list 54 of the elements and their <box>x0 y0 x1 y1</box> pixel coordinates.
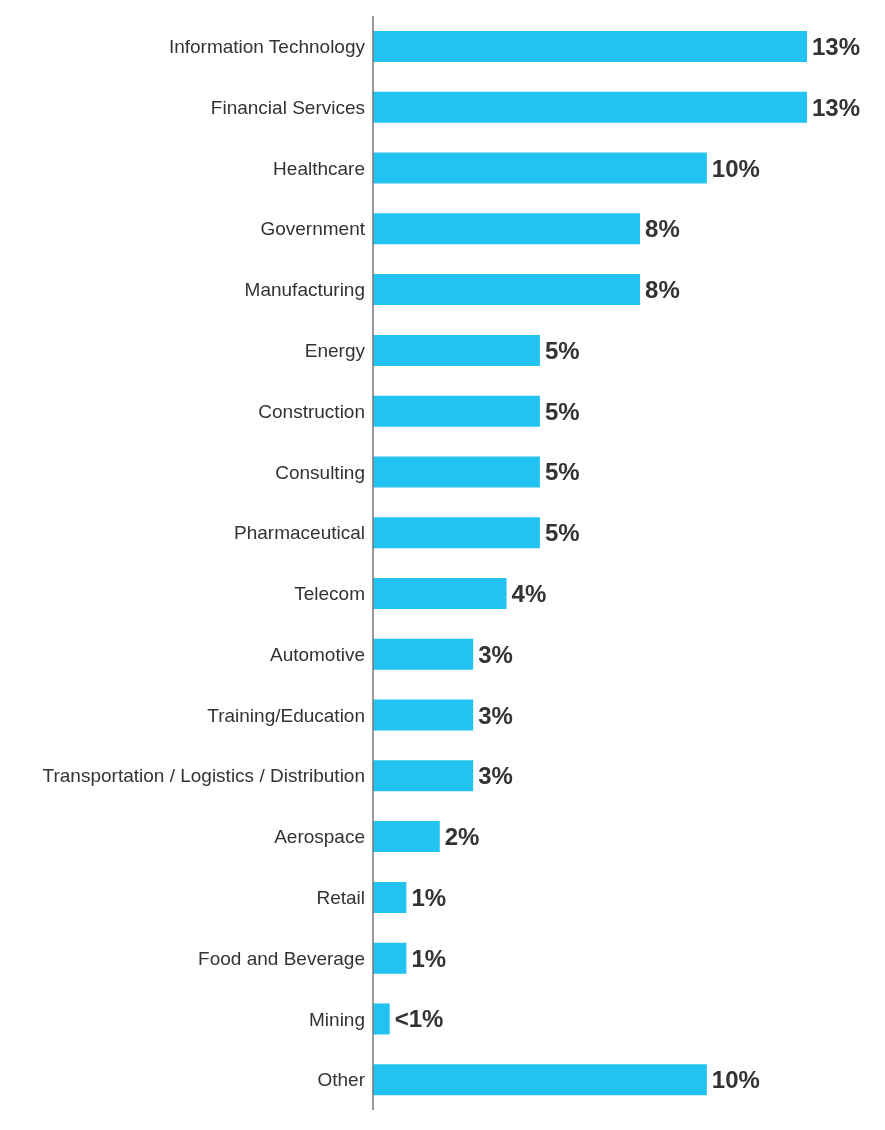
y-tick-label: Telecom <box>294 583 365 605</box>
bar <box>373 395 540 427</box>
data-label: <1% <box>394 1005 444 1033</box>
bar <box>373 152 707 184</box>
data-label: 8% <box>645 215 680 243</box>
y-tick-label: Other <box>317 1069 366 1091</box>
data-label: 5% <box>544 519 580 547</box>
y-tick-label: Financial Services <box>210 96 365 118</box>
y-tick-label: Information Technology <box>168 36 366 58</box>
y-tick-label: Mining <box>309 1008 365 1030</box>
y-tick-label: Retail <box>316 887 365 909</box>
y-tick-label: Food and Beverage <box>198 947 365 969</box>
data-label: 2% <box>444 823 480 851</box>
bar <box>373 1003 390 1035</box>
data-label: 4% <box>511 580 547 608</box>
y-tick-label: Manufacturing <box>244 279 365 301</box>
bar <box>373 638 474 670</box>
y-tick-label: Construction <box>258 400 365 422</box>
bar <box>373 942 407 974</box>
y-tick-label: Aerospace <box>274 826 365 848</box>
bar <box>373 91 807 123</box>
data-label: 5% <box>544 397 580 425</box>
bar <box>373 213 641 245</box>
bar <box>373 578 507 609</box>
bar <box>373 517 540 549</box>
bar <box>373 31 807 62</box>
data-label: 5% <box>544 336 580 364</box>
data-label: 3% <box>478 762 513 790</box>
bar <box>373 334 540 366</box>
data-label: 8% <box>645 276 680 304</box>
bar <box>373 274 641 306</box>
data-label: 3% <box>478 701 513 729</box>
bar <box>373 456 540 488</box>
y-tick-label: Transportation / Logistics / Distribution <box>42 765 365 787</box>
y-tick-label: Training/Education <box>207 704 365 726</box>
y-tick-label: Energy <box>304 340 366 362</box>
bar <box>373 821 440 853</box>
bar <box>373 699 474 731</box>
bar <box>373 881 407 913</box>
data-label: 13% <box>812 33 861 61</box>
data-label: 5% <box>544 458 580 486</box>
data-label: 10% <box>711 1066 760 1094</box>
y-tick-label: Government <box>260 218 366 240</box>
data-label: 3% <box>478 640 513 668</box>
y-tick-label: Healthcare <box>273 157 365 179</box>
bar <box>373 760 474 792</box>
data-label: 1% <box>411 883 447 911</box>
data-label: 10% <box>711 154 760 182</box>
bar <box>373 1064 707 1096</box>
data-label: 1% <box>411 944 447 972</box>
data-label: 13% <box>812 93 861 121</box>
y-tick-label: Consulting <box>275 461 365 483</box>
y-tick-label: Pharmaceutical <box>234 522 365 544</box>
y-tick-label: Automotive <box>269 643 365 665</box>
